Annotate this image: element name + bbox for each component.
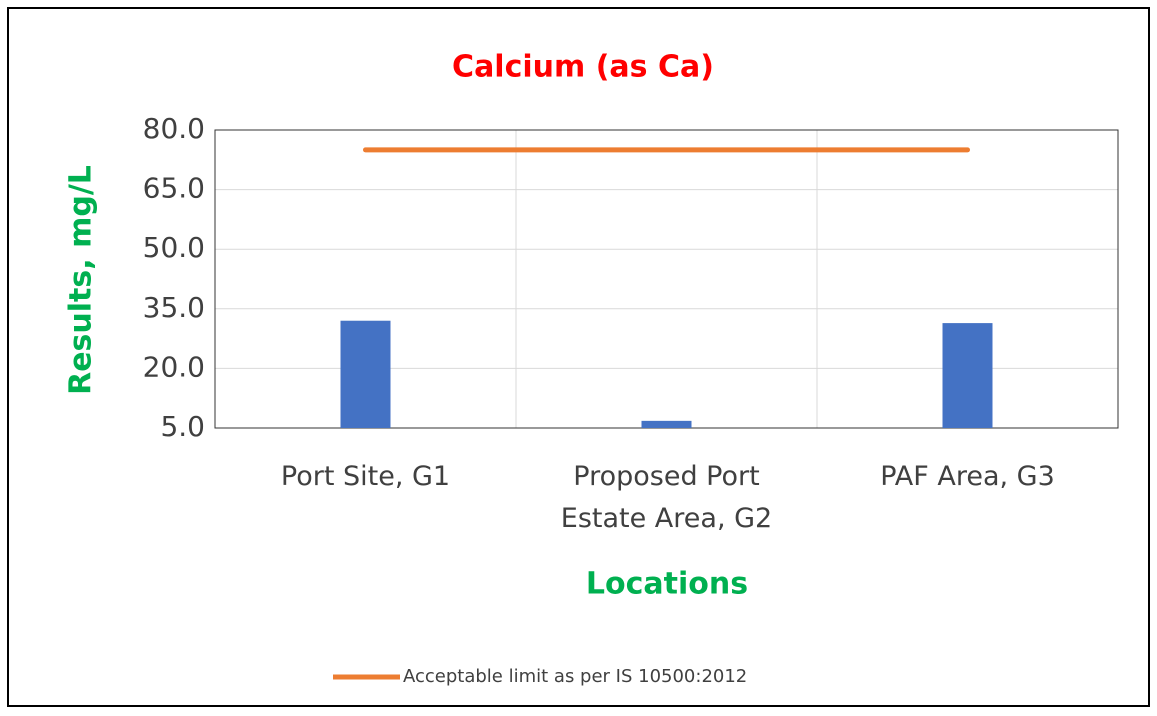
chart-title: Calcium (as Ca) <box>452 50 714 85</box>
legend-label: Acceptable limit as per IS 10500:2012 <box>403 666 747 687</box>
x-tick-label: Proposed Port Estate Area, G2 <box>560 461 773 534</box>
y-tick-label: 50.0 <box>143 231 205 264</box>
bar <box>340 320 391 428</box>
y-tick-label: 20.0 <box>143 350 205 383</box>
x-tick-label: Port Site, G1 <box>280 461 451 492</box>
y-tick-label: 80.0 <box>143 112 205 145</box>
frame <box>7 7 1150 707</box>
y-tick-label: 5.0 <box>160 410 205 443</box>
bar <box>942 323 993 428</box>
y-axis-title: Results, mg/L <box>64 165 99 395</box>
x-tick-label: PAF Area, G3 <box>880 461 1055 492</box>
y-tick-label: 35.0 <box>143 291 205 324</box>
y-tick-label: 65.0 <box>143 172 205 205</box>
bar <box>641 420 692 428</box>
x-axis-title: Locations <box>586 567 748 602</box>
